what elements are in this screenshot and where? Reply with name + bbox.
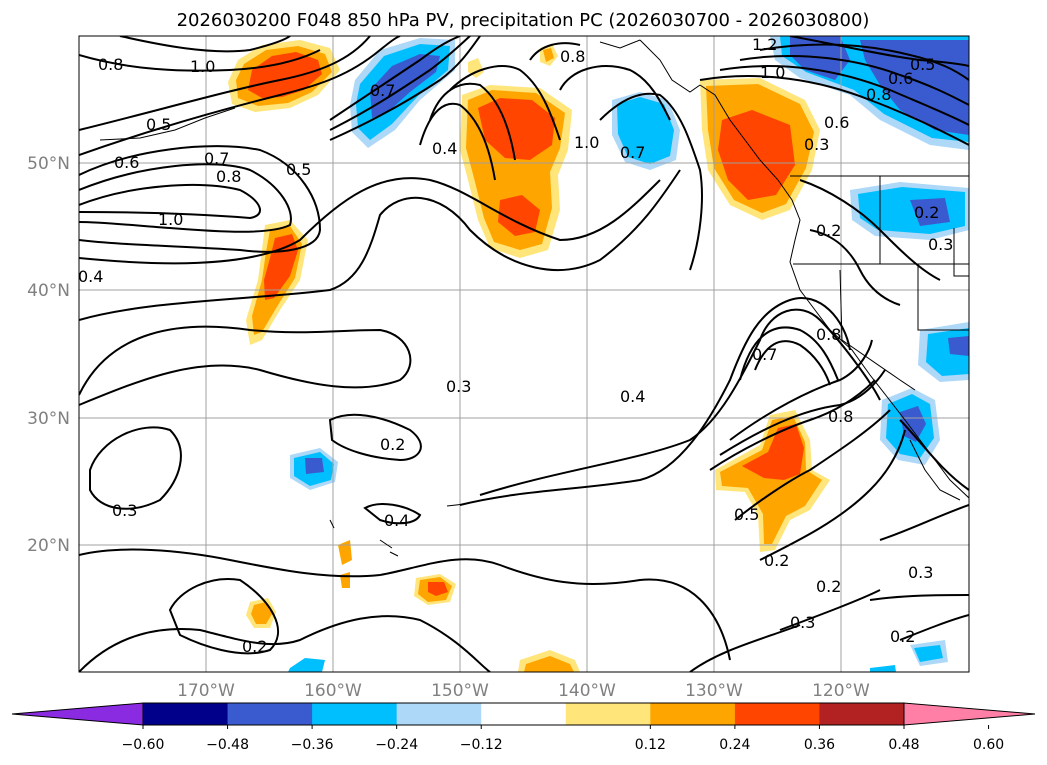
colorbar-labels: −0.60 −0.48 −0.36 −0.24 −0.12 0.12 0.24 0.36 0.4… bbox=[122, 725, 1004, 753]
contour-label: 0.4 bbox=[78, 267, 103, 286]
contour-label: 0.6 bbox=[888, 69, 913, 88]
contour-label: 0.3 bbox=[804, 135, 829, 154]
contour-label: 0.3 bbox=[928, 235, 953, 254]
contour-label: 1.2 bbox=[752, 35, 777, 54]
colorbar-segment bbox=[312, 703, 398, 725]
colorbar-tick-label: 0.60 bbox=[973, 737, 1004, 753]
contour-label: 1.0 bbox=[760, 63, 785, 82]
colorbar-extend-max bbox=[903, 702, 1036, 726]
contour-label: 0.2 bbox=[764, 551, 789, 570]
contour-label: 0.2 bbox=[914, 203, 939, 222]
colorbar-segment bbox=[819, 703, 905, 725]
lon-label: 140°W bbox=[558, 681, 616, 701]
lon-label: 150°W bbox=[431, 681, 489, 701]
contour-label: 1.0 bbox=[190, 57, 215, 76]
colorbar-tick-label: 0.48 bbox=[888, 737, 919, 753]
contour-label: 0.5 bbox=[286, 160, 311, 179]
contour-label: 0.5 bbox=[910, 55, 935, 74]
contour-label: 0.2 bbox=[816, 221, 841, 240]
contour-label: 0.6 bbox=[114, 153, 139, 172]
contour-label: 0.6 bbox=[824, 113, 849, 132]
colorbar-frame bbox=[142, 702, 905, 726]
map-panel: 0.8 1.0 0.5 0.6 0.7 0.8 1.0 0.4 0.5 0.7 … bbox=[78, 35, 970, 673]
contour-label: 0.8 bbox=[866, 85, 891, 104]
contour-label: 0.7 bbox=[752, 345, 777, 364]
colorbar-segment bbox=[143, 703, 229, 725]
contour-label: 0.3 bbox=[908, 563, 933, 582]
lat-label: 30°N bbox=[27, 409, 70, 429]
map-frame bbox=[78, 35, 970, 673]
colorbar-segment bbox=[396, 703, 482, 725]
colorbar-segment bbox=[565, 703, 651, 725]
figure-title: 2026030200 F048 850 hPa PV, precipitatio… bbox=[177, 10, 870, 31]
colorbar: −0.60 −0.48 −0.36 −0.24 −0.12 0.12 0.24 0.36 0.4… bbox=[11, 702, 1036, 753]
lat-label: 20°N bbox=[27, 536, 70, 556]
colorbar-segment bbox=[227, 703, 313, 725]
contour-label: 0.2 bbox=[380, 435, 405, 454]
contour-label: 0.3 bbox=[446, 377, 471, 396]
lon-label: 170°W bbox=[177, 681, 235, 701]
contour-label: 0.7 bbox=[370, 81, 395, 100]
colorbar-segment bbox=[650, 703, 736, 725]
colorbar-tick-label: −0.60 bbox=[122, 737, 165, 753]
contour-label: 1.0 bbox=[158, 210, 183, 229]
contour-label: 0.2 bbox=[816, 577, 841, 596]
colorbar-tick-label: −0.36 bbox=[291, 737, 334, 753]
colorbar-extend-min bbox=[11, 702, 144, 726]
contour-label: 0.8 bbox=[216, 167, 241, 186]
contour-label: 1.0 bbox=[574, 133, 599, 152]
contour-label: 0.4 bbox=[432, 139, 457, 158]
lon-label: 160°W bbox=[304, 681, 362, 701]
colorbar-tick-label: 0.12 bbox=[635, 737, 666, 753]
colorbar-segments bbox=[11, 702, 1036, 726]
contour-label: 0.5 bbox=[734, 505, 759, 524]
graticule bbox=[79, 36, 969, 672]
contour-label: 0.3 bbox=[112, 501, 137, 520]
contour-label: 0.8 bbox=[98, 55, 123, 74]
pv-contours bbox=[79, 36, 969, 672]
colorbar-segment bbox=[734, 703, 820, 725]
colorbar-tick-label: −0.48 bbox=[206, 737, 249, 753]
lon-label: 120°W bbox=[812, 681, 870, 701]
contour-label: 0.7 bbox=[620, 143, 645, 162]
contour-label: 0.4 bbox=[620, 387, 645, 406]
contour-label: 0.8 bbox=[828, 407, 853, 426]
colorbar-tick-label: 0.36 bbox=[804, 737, 835, 753]
contour-labels: 0.8 1.0 0.5 0.6 0.7 0.8 1.0 0.4 0.5 0.7 … bbox=[78, 35, 953, 656]
contour-label: 0.8 bbox=[560, 47, 585, 66]
contour-label: 0.7 bbox=[204, 149, 229, 168]
contour-label: 0.4 bbox=[384, 511, 409, 530]
contour-label: 0.5 bbox=[146, 115, 171, 134]
latitude-labels: 50°N 40°N 30°N 20°N bbox=[27, 154, 70, 556]
contour-label: 0.3 bbox=[790, 613, 815, 632]
colorbar-segment bbox=[481, 703, 567, 725]
contour-label: 0.2 bbox=[242, 637, 267, 656]
colorbar-tick-label: −0.12 bbox=[460, 737, 503, 753]
contour-label: 0.8 bbox=[816, 325, 841, 344]
lat-label: 40°N bbox=[27, 281, 70, 301]
lon-label: 130°W bbox=[685, 681, 743, 701]
colorbar-tick-label: −0.24 bbox=[375, 737, 418, 753]
lat-label: 50°N bbox=[27, 154, 70, 174]
longitude-labels: 170°W 160°W 150°W 140°W 130°W 120°W bbox=[177, 681, 870, 701]
colorbar-tick-label: 0.24 bbox=[719, 737, 750, 753]
contour-label: 0.2 bbox=[890, 627, 915, 646]
precip-negative-shading bbox=[288, 36, 969, 672]
